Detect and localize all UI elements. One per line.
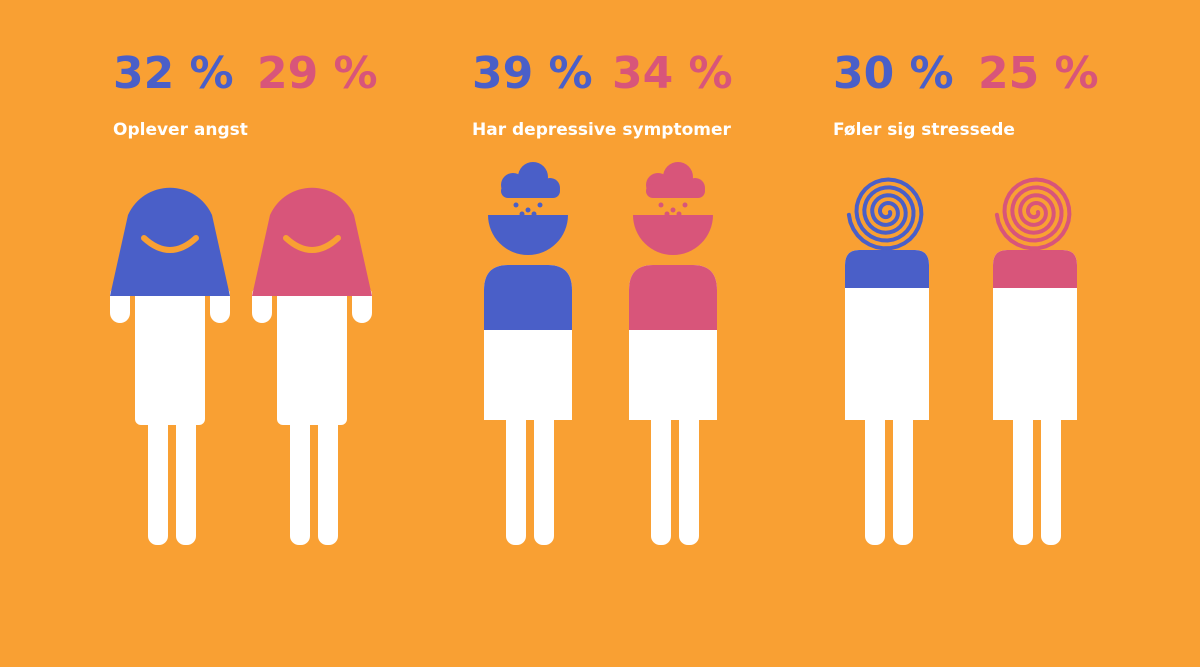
leg [318,400,338,545]
shirt [993,250,1077,288]
rain-drop [670,207,676,213]
percentage: 25 % [978,48,1099,99]
leg [1041,400,1061,545]
leg [865,400,885,545]
leg [534,400,554,545]
head [633,215,713,255]
torso [993,250,1077,420]
shirt [845,250,929,288]
rain-drop [537,202,543,208]
rain-drop [525,207,531,213]
percentage: 34 % [612,48,733,99]
hair [110,187,230,296]
group-label: Har depressive symptomer [472,120,732,140]
torso [845,250,929,420]
leg [176,400,196,545]
spiral [994,177,1072,251]
cloud [501,184,560,198]
percentage: 29 % [257,48,378,99]
leg [1013,400,1033,545]
rain-drop [658,202,664,208]
rain-drop [519,211,525,217]
leg [651,400,671,545]
rain-drop [676,211,682,217]
hair [252,187,372,296]
percentage: 32 % [113,48,234,99]
face-mark [141,235,199,253]
rain-drop [531,211,537,217]
leg [290,400,310,545]
leg [506,400,526,545]
head [488,215,568,255]
leg [148,400,168,545]
shirt [484,265,572,330]
rain-drop [682,202,688,208]
group-label: Oplever angst [113,120,248,140]
face-mark [283,235,341,253]
percentage: 39 % [472,48,593,99]
shirt [629,265,717,330]
leg [679,400,699,545]
leg [893,400,913,545]
rain-drop [664,211,670,217]
figures [110,162,1077,545]
cloud [646,184,705,198]
torso [135,285,205,425]
group-label: Føler sig stressede [833,120,1015,140]
spiral [846,177,924,251]
percentage: 30 % [833,48,954,99]
torso [277,285,347,425]
rain-drop [513,202,519,208]
